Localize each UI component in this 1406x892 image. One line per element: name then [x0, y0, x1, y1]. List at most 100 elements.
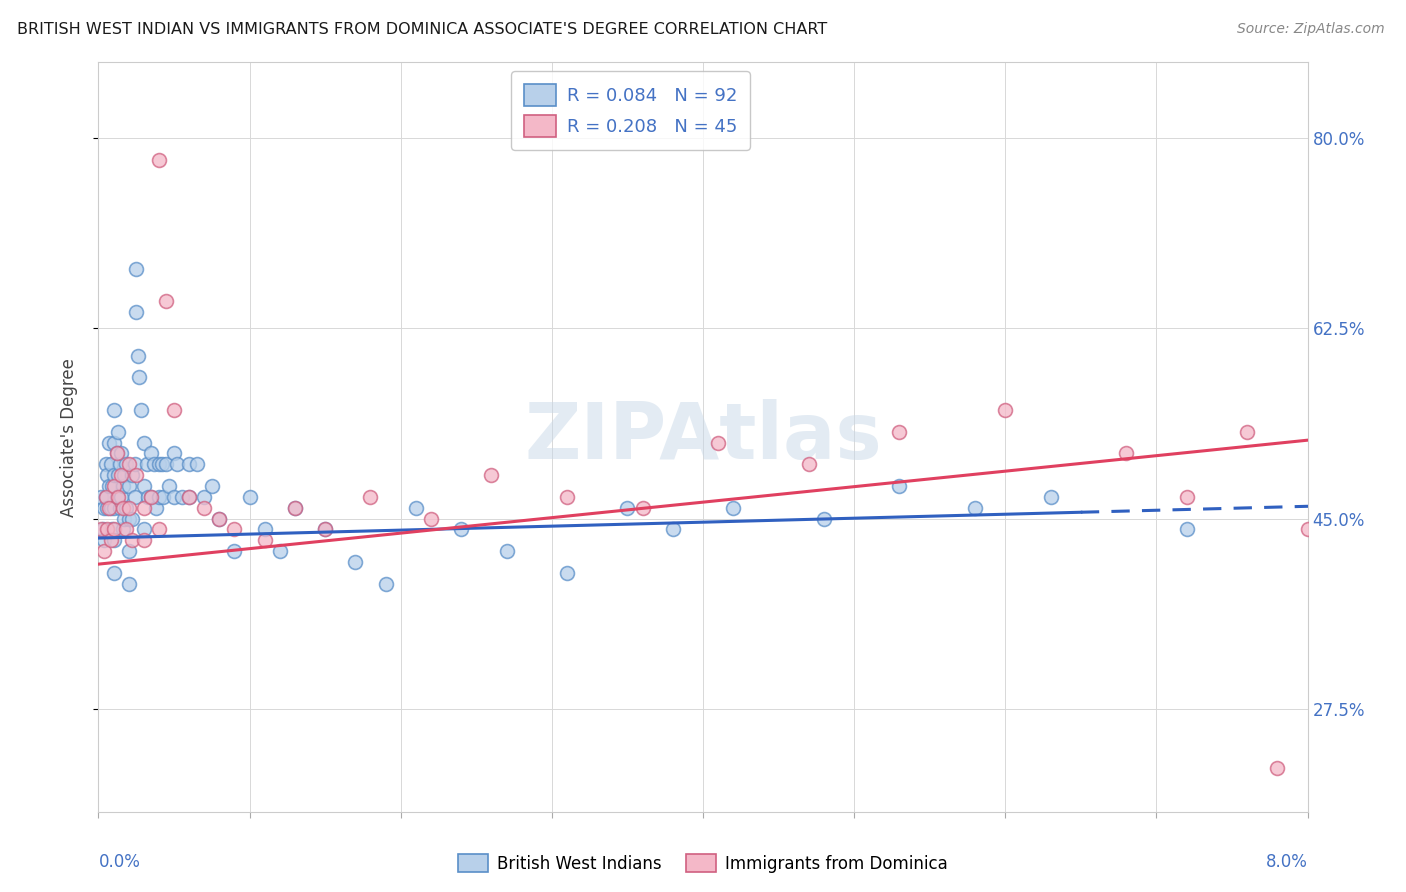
Point: [155, 294, 177, 309]
Point: [124, 457, 146, 471]
Point: [166, 457, 188, 471]
Point: [118, 479, 141, 493]
Point: [96, 468, 118, 483]
Point: [495, 544, 517, 558]
Point: [179, 490, 201, 504]
Point: [269, 544, 291, 558]
Point: [405, 500, 427, 515]
Point: [661, 522, 683, 536]
Point: [163, 490, 186, 504]
Point: [103, 479, 125, 493]
Point: [1175, 522, 1198, 536]
Point: [450, 522, 472, 536]
Point: [155, 457, 177, 471]
Point: [186, 457, 208, 471]
Point: [555, 566, 578, 580]
Point: [112, 468, 135, 483]
Point: [148, 457, 170, 471]
Point: [1115, 446, 1137, 460]
Point: [152, 490, 174, 504]
Point: [107, 490, 129, 504]
Point: [118, 500, 141, 515]
Point: [141, 490, 163, 504]
Point: [100, 457, 122, 471]
Point: [111, 500, 134, 515]
Point: [132, 479, 155, 493]
Point: [121, 511, 143, 525]
Point: [105, 446, 128, 460]
Point: [179, 457, 201, 471]
Point: [98, 500, 121, 515]
Point: [889, 479, 911, 493]
Point: [125, 305, 148, 319]
Y-axis label: Associate's Degree: Associate's Degree: [59, 358, 77, 516]
Point: [121, 468, 143, 483]
Point: [91, 522, 114, 536]
Point: [1039, 490, 1062, 504]
Point: [114, 457, 136, 471]
Point: [127, 349, 149, 363]
Point: [118, 576, 141, 591]
Point: [111, 522, 134, 536]
Point: [481, 468, 503, 483]
Point: [124, 490, 146, 504]
Point: [132, 435, 155, 450]
Point: [112, 511, 135, 525]
Point: [103, 468, 125, 483]
Point: [253, 522, 276, 536]
Point: [1236, 425, 1258, 439]
Point: [889, 425, 911, 439]
Legend: R = 0.084   N = 92, R = 0.208   N = 45: R = 0.084 N = 92, R = 0.208 N = 45: [510, 71, 749, 150]
Point: [96, 500, 118, 515]
Point: [420, 511, 443, 525]
Point: [132, 500, 155, 515]
Point: [141, 446, 163, 460]
Point: [224, 544, 246, 558]
Text: 0.0%: 0.0%: [98, 853, 141, 871]
Point: [100, 533, 122, 548]
Point: [103, 500, 125, 515]
Point: [114, 522, 136, 536]
Point: [114, 500, 136, 515]
Point: [239, 490, 262, 504]
Point: [110, 468, 132, 483]
Point: [90, 522, 112, 536]
Point: [98, 479, 121, 493]
Point: [1175, 490, 1198, 504]
Point: [193, 500, 215, 515]
Point: [94, 490, 117, 504]
Point: [284, 500, 307, 515]
Point: [201, 479, 224, 493]
Point: [118, 511, 141, 525]
Point: [179, 490, 201, 504]
Point: [135, 457, 157, 471]
Point: [208, 511, 231, 525]
Point: [103, 522, 125, 536]
Point: [101, 522, 124, 536]
Point: [111, 479, 134, 493]
Point: [344, 555, 367, 569]
Point: [965, 500, 987, 515]
Point: [707, 435, 730, 450]
Point: [1267, 761, 1289, 775]
Point: [121, 533, 143, 548]
Point: [143, 457, 166, 471]
Point: [103, 566, 125, 580]
Point: [128, 370, 150, 384]
Point: [125, 468, 148, 483]
Point: [148, 522, 170, 536]
Text: ZIPAtlas: ZIPAtlas: [524, 399, 882, 475]
Point: [555, 490, 578, 504]
Point: [631, 500, 654, 515]
Point: [96, 522, 118, 536]
Point: [145, 500, 167, 515]
Point: [208, 511, 231, 525]
Point: [108, 457, 131, 471]
Point: [314, 522, 336, 536]
Point: [132, 533, 155, 548]
Point: [93, 533, 115, 548]
Point: [108, 500, 131, 515]
Point: [118, 457, 141, 471]
Point: [118, 544, 141, 558]
Point: [170, 490, 193, 504]
